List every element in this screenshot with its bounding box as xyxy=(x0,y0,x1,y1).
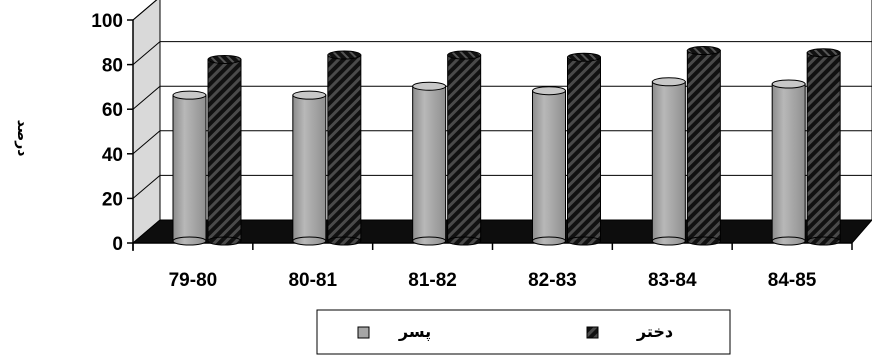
bar-body xyxy=(651,81,686,242)
plot-area xyxy=(132,0,872,245)
bar-bottom xyxy=(327,236,362,246)
gridline-side xyxy=(132,0,158,21)
bar-boys xyxy=(532,86,566,246)
bar-body xyxy=(686,50,721,242)
bar-bottom xyxy=(567,236,601,246)
y-tick-label: 60 xyxy=(102,100,123,121)
bar-body xyxy=(447,54,482,242)
bar-bottom xyxy=(771,236,806,246)
y-tick-label: 20 xyxy=(102,189,123,210)
legend-item-girls: دختر xyxy=(586,322,673,341)
axes xyxy=(127,19,853,251)
x-tick-label: 81-82 xyxy=(408,270,457,291)
bar-body xyxy=(806,52,841,242)
bar-boys xyxy=(771,79,806,246)
legend-box xyxy=(316,309,731,355)
bar-bottom xyxy=(532,236,566,246)
bar-girls xyxy=(447,50,482,246)
bar-body xyxy=(292,94,327,242)
bar-top xyxy=(447,50,482,60)
bar-girls xyxy=(567,52,601,246)
bar-body xyxy=(207,58,242,242)
y-tick-label: 0 xyxy=(112,234,123,255)
x-tick-label: 83-84 xyxy=(648,270,697,291)
bar-body xyxy=(567,56,601,242)
legend-item-boys: پسر xyxy=(357,322,431,342)
gridline-side xyxy=(132,41,161,65)
legend-swatch-boys xyxy=(357,326,370,339)
bar-bottom xyxy=(806,236,841,246)
y-tick-label: 80 xyxy=(102,56,123,77)
floor-plane xyxy=(131,219,872,244)
bar-top xyxy=(567,52,601,62)
bar-body xyxy=(771,83,806,242)
bar-girls xyxy=(806,48,841,246)
gridline-side xyxy=(132,85,161,110)
bar-top xyxy=(172,90,207,100)
bar-top xyxy=(806,48,841,58)
y-axis-label: درصد xyxy=(14,120,30,157)
bar-top xyxy=(207,54,242,64)
bar-top xyxy=(532,86,566,96)
chart-floor xyxy=(131,219,872,244)
bar-top xyxy=(686,46,721,56)
bar-top xyxy=(327,50,362,60)
gridline-side xyxy=(132,130,161,155)
bar-bottom xyxy=(447,236,482,246)
x-tick-labels: 79-80 80-81 81-82 82-83 83-84 84-85 xyxy=(169,270,817,291)
bar-top xyxy=(412,81,447,91)
bar-bottom xyxy=(172,236,207,246)
legend-label-girls: دختر xyxy=(636,322,673,341)
bar-bottom xyxy=(412,236,447,246)
bar-body xyxy=(327,54,362,242)
y-tick-label: 100 xyxy=(91,11,123,32)
bar-body xyxy=(532,90,566,242)
bar-girls xyxy=(207,54,242,246)
x-tick-label: 82-83 xyxy=(528,270,577,291)
x-tick-label: 84-85 xyxy=(768,270,817,291)
legend: پسر دختر xyxy=(316,309,731,355)
bar-girls xyxy=(686,46,721,246)
legend-label-boys: پسر xyxy=(398,322,431,342)
back-wall xyxy=(159,0,872,221)
bar-bottom xyxy=(686,236,721,246)
y-tick-label: 40 xyxy=(102,145,123,166)
gridlines xyxy=(132,0,872,199)
bar-top xyxy=(292,90,327,100)
gridline-side xyxy=(132,175,161,199)
legend-swatch-girls xyxy=(586,326,599,339)
bar-bottom xyxy=(292,236,327,246)
bar-body xyxy=(412,85,447,242)
bar-top xyxy=(651,77,686,87)
bar-top xyxy=(771,79,806,89)
bar-boys xyxy=(651,77,686,246)
bar-bottom xyxy=(651,236,686,246)
side-wall xyxy=(132,0,161,245)
bar-boys xyxy=(292,90,327,246)
bar-boys xyxy=(172,90,207,246)
bar-girls xyxy=(327,50,362,246)
bar-body xyxy=(172,94,207,242)
bar-bottom xyxy=(207,236,242,246)
bar-boys xyxy=(412,81,447,246)
x-tick-label: 80-81 xyxy=(288,270,337,291)
x-tick-label: 79-80 xyxy=(169,270,218,291)
bars xyxy=(172,46,841,246)
y-tick-labels: 0 20 40 60 80 100 xyxy=(91,11,123,255)
